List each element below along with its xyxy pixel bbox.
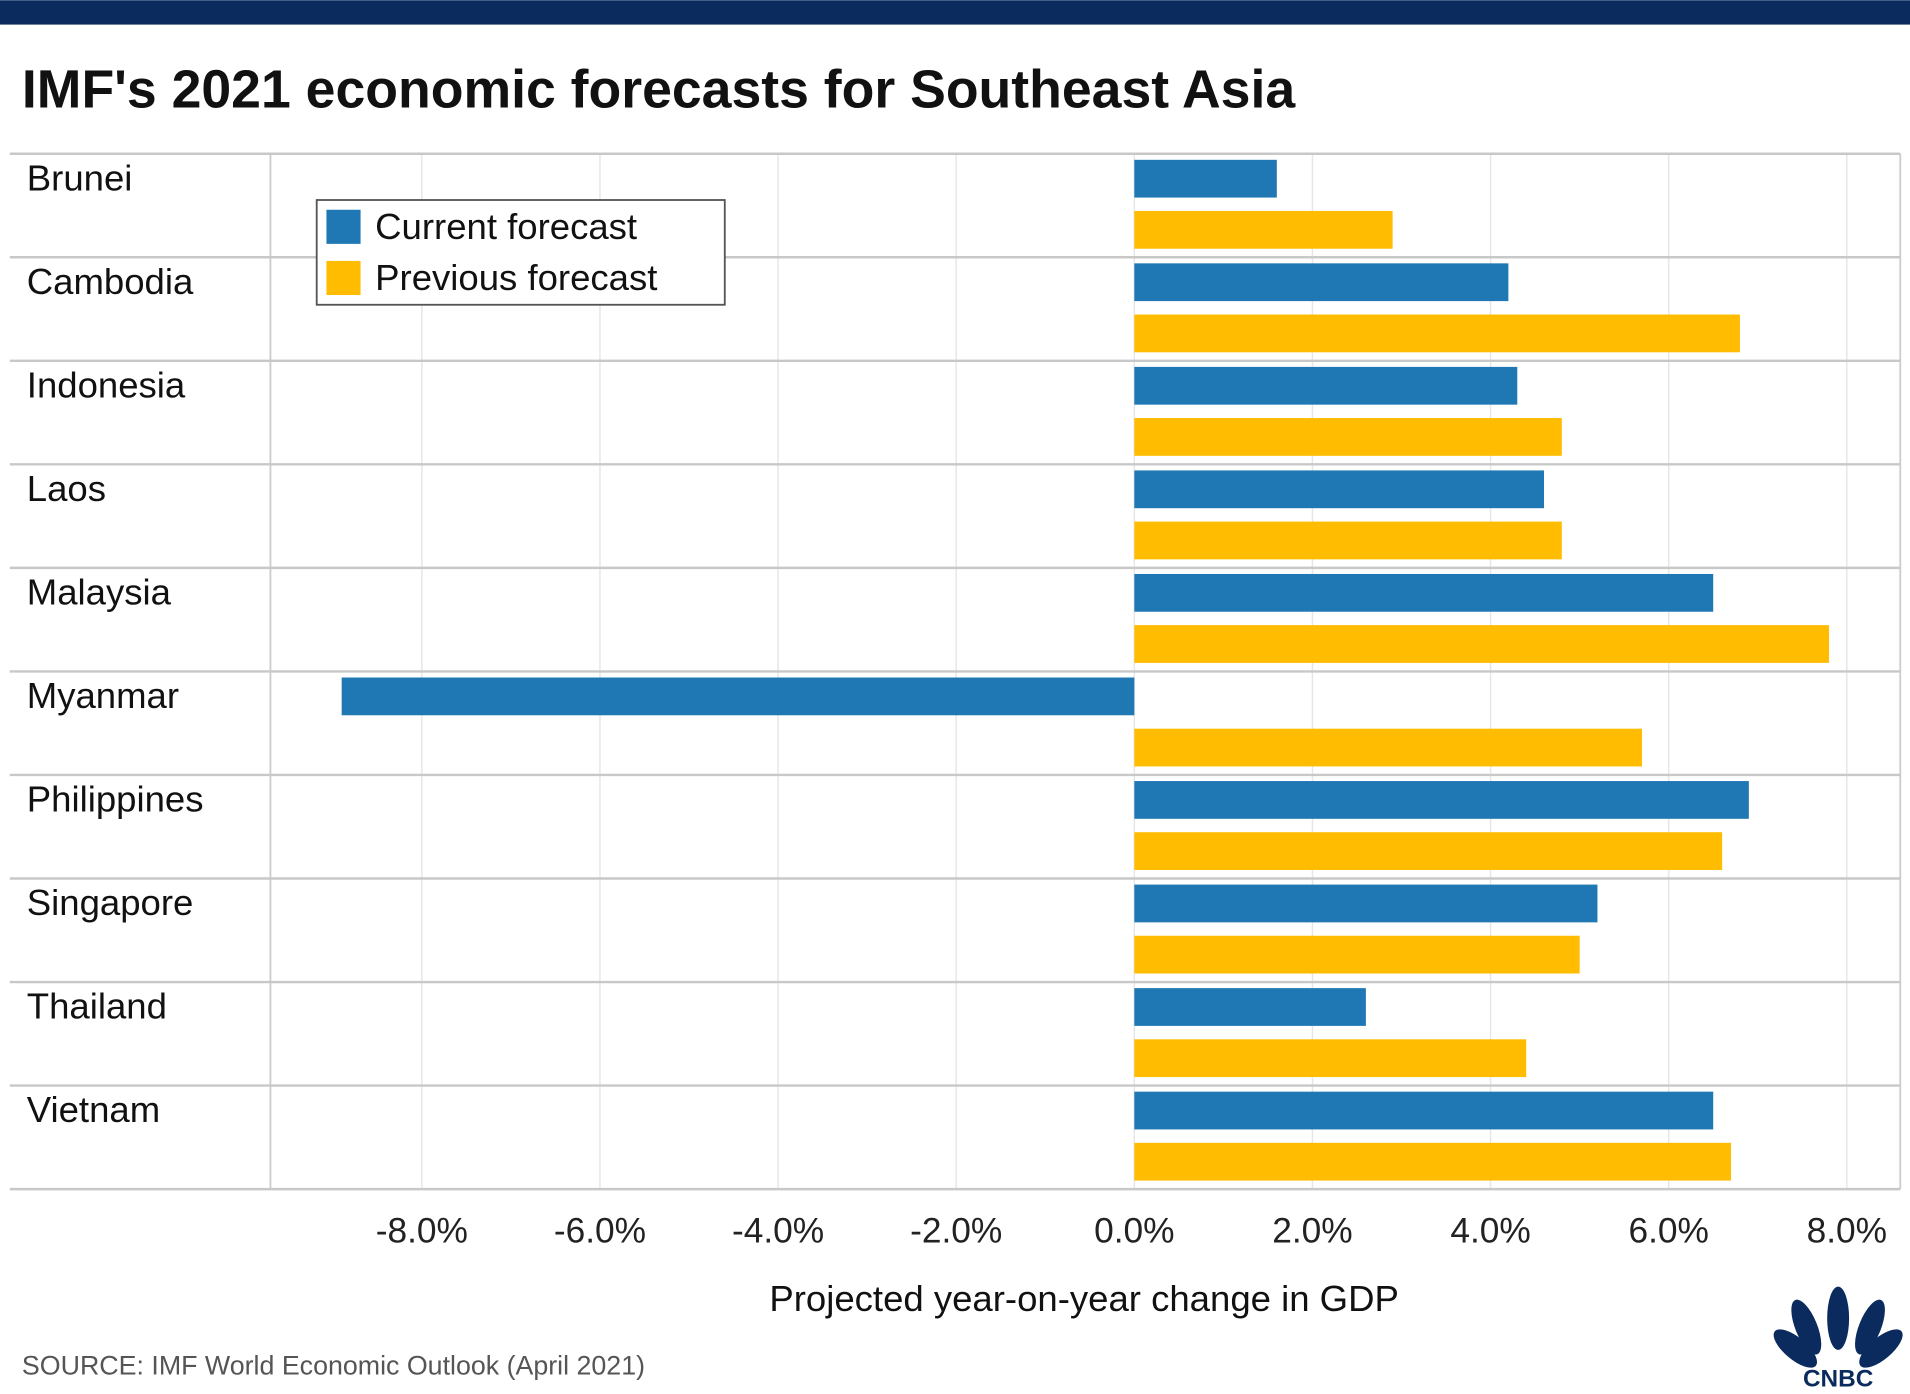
- bar-current-laos: [1134, 470, 1545, 509]
- category-label: Singapore: [27, 882, 194, 923]
- bars: [341, 159, 1830, 1181]
- bar-previous-singapore: [1134, 935, 1580, 974]
- bar-previous-vietnam: [1134, 1142, 1732, 1181]
- bar-previous-thailand: [1134, 1039, 1527, 1078]
- category-label: Thailand: [27, 986, 167, 1027]
- cnbc-logo: CNBC: [1773, 1286, 1903, 1392]
- bar-current-thailand: [1134, 988, 1366, 1026]
- top-bar: [0, 0, 1910, 25]
- legend-label-previous: Previous forecast: [375, 257, 657, 298]
- category-label: Myanmar: [27, 675, 179, 716]
- bar-current-vietnam: [1134, 1091, 1714, 1130]
- x-tick-label: 2.0%: [1272, 1212, 1352, 1251]
- x-axis-label: Projected year-on-year change in GDP: [769, 1278, 1398, 1319]
- category-rows: Brunei Cambodia Indonesia Laos Malaysia Myanm…: [9, 152, 1901, 1191]
- bar-current-brunei: [1134, 159, 1277, 198]
- bar-current-cambodia: [1134, 263, 1509, 302]
- legend-label-current: Current forecast: [375, 206, 637, 247]
- bar-previous-laos: [1134, 521, 1562, 560]
- bar-previous-indonesia: [1134, 418, 1562, 456]
- category-label: Cambodia: [27, 261, 194, 302]
- x-tick-label: 4.0%: [1450, 1212, 1531, 1251]
- legend-swatch-current: [326, 209, 361, 244]
- x-tick-label: -2.0%: [910, 1212, 1002, 1251]
- x-tick-label: -6.0%: [554, 1212, 646, 1251]
- x-tick-label: 6.0%: [1628, 1212, 1709, 1251]
- bar-current-philippines: [1134, 781, 1749, 819]
- legend: Current forecast Previous forecast: [315, 199, 726, 306]
- category-label: Malaysia: [27, 571, 172, 612]
- bar-previous-malaysia: [1134, 625, 1830, 663]
- svg-text:CNBC: CNBC: [1803, 1365, 1873, 1392]
- bar-current-indonesia: [1134, 366, 1518, 405]
- x-tick-label: -8.0%: [376, 1212, 468, 1251]
- x-tick-label: 0.0%: [1094, 1212, 1175, 1251]
- bar-current-myanmar: [341, 677, 1135, 716]
- category-label: Vietnam: [27, 1089, 160, 1130]
- category-label: Indonesia: [27, 364, 186, 405]
- source-note: SOURCE: IMF World Economic Outlook (Apri…: [22, 1350, 645, 1380]
- bar-current-malaysia: [1134, 573, 1714, 612]
- legend-swatch-previous: [326, 260, 361, 296]
- x-tick-labels: -8.0% -6.0% -4.0% -2.0% 0.0% 2.0% 4.0% 6.0% 8.0%: [376, 1212, 1887, 1251]
- category-label: Brunei: [27, 157, 133, 198]
- bar-previous-brunei: [1134, 210, 1393, 249]
- category-label: Laos: [27, 468, 106, 509]
- chart-title: IMF's 2021 economic forecasts for Southe…: [22, 59, 1296, 119]
- category-label: Philippines: [27, 779, 204, 820]
- bar-previous-cambodia: [1134, 314, 1740, 353]
- x-tick-label: 8.0%: [1807, 1212, 1887, 1251]
- bar-previous-philippines: [1134, 832, 1723, 870]
- x-tick-label: -4.0%: [732, 1212, 824, 1251]
- bar-current-singapore: [1134, 884, 1598, 923]
- bar-previous-myanmar: [1134, 728, 1642, 767]
